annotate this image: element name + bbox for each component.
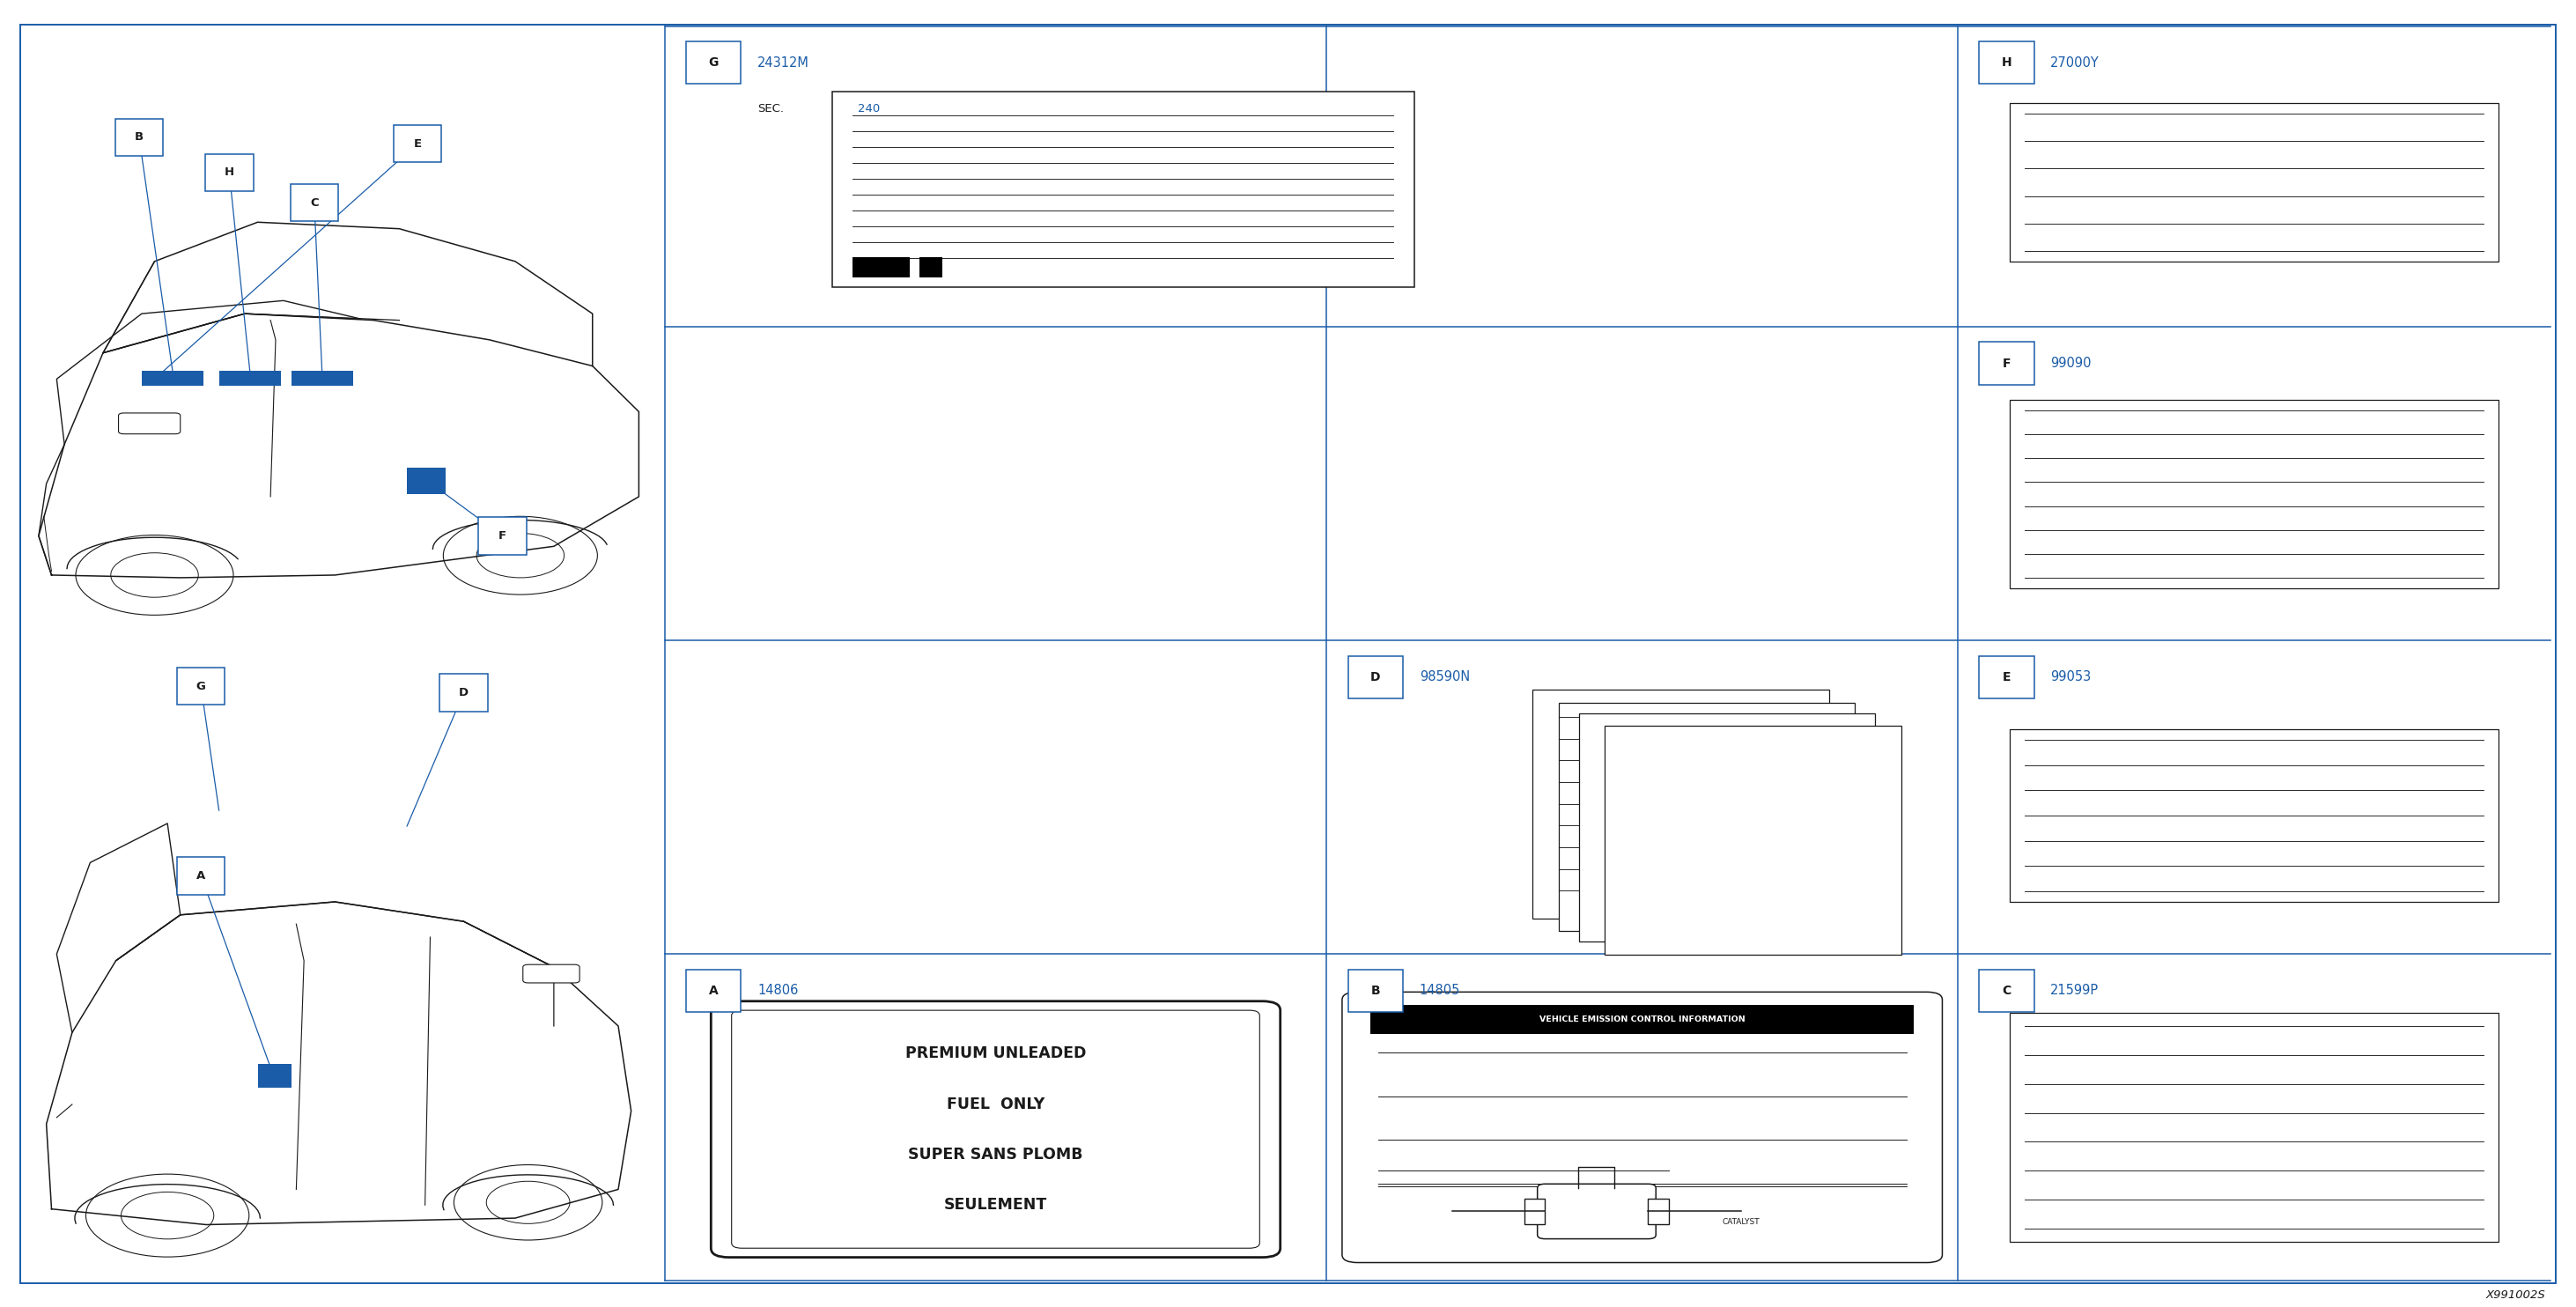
- Text: 240: 240: [858, 103, 881, 114]
- Bar: [1978, 342, 2035, 384]
- Text: 24312M: 24312M: [757, 56, 809, 69]
- Text: SEC.: SEC.: [757, 103, 783, 114]
- Bar: [685, 42, 742, 84]
- Text: 14806: 14806: [757, 984, 799, 997]
- Bar: [1525, 1199, 1546, 1225]
- Bar: [832, 91, 1414, 288]
- Bar: [394, 125, 440, 162]
- Bar: [2009, 1013, 2499, 1242]
- Bar: [219, 371, 281, 386]
- Bar: [2009, 729, 2499, 902]
- FancyBboxPatch shape: [711, 1001, 1280, 1257]
- Text: F: F: [497, 531, 507, 541]
- Text: FUEL  ONLY: FUEL ONLY: [945, 1097, 1046, 1112]
- Bar: [291, 184, 337, 221]
- Text: B: B: [1370, 984, 1381, 997]
- Text: D: D: [459, 687, 469, 698]
- Text: C: C: [309, 197, 319, 208]
- FancyBboxPatch shape: [118, 413, 180, 434]
- Text: 99053: 99053: [2050, 670, 2092, 684]
- Bar: [1370, 1005, 1914, 1034]
- Bar: [407, 468, 446, 494]
- Bar: [1533, 690, 1829, 919]
- Bar: [1558, 703, 1855, 931]
- Text: C: C: [2002, 984, 2012, 997]
- Text: 98590N: 98590N: [1419, 670, 1471, 684]
- Bar: [2009, 400, 2499, 588]
- Bar: [1649, 1199, 1669, 1225]
- Bar: [291, 371, 353, 386]
- Bar: [1978, 656, 2035, 698]
- Text: B: B: [134, 132, 144, 142]
- Text: 99090: 99090: [2050, 357, 2092, 370]
- FancyBboxPatch shape: [523, 965, 580, 983]
- Text: F: F: [2002, 357, 2012, 370]
- Text: A: A: [708, 984, 719, 997]
- Text: SUPER SANS PLOMB: SUPER SANS PLOMB: [909, 1146, 1082, 1162]
- Text: D: D: [1370, 670, 1381, 684]
- Text: H: H: [224, 167, 234, 178]
- Bar: [116, 119, 162, 156]
- Bar: [479, 518, 526, 554]
- FancyBboxPatch shape: [1342, 992, 1942, 1263]
- Bar: [853, 257, 909, 277]
- Text: X991002S: X991002S: [2486, 1289, 2545, 1300]
- Text: H: H: [2002, 56, 2012, 69]
- Text: A: A: [196, 870, 206, 881]
- Text: SEULEMENT: SEULEMENT: [943, 1197, 1048, 1213]
- Bar: [178, 668, 224, 704]
- Text: VEHICLE EMISSION CONTROL INFORMATION: VEHICLE EMISSION CONTROL INFORMATION: [1540, 1016, 1744, 1023]
- FancyBboxPatch shape: [1538, 1184, 1656, 1239]
- Text: G: G: [196, 681, 206, 691]
- Bar: [1605, 727, 1901, 955]
- Bar: [1978, 42, 2035, 84]
- Text: 21599P: 21599P: [2050, 984, 2099, 997]
- FancyBboxPatch shape: [732, 1010, 1260, 1248]
- Text: CATALYST: CATALYST: [1721, 1218, 1759, 1226]
- Bar: [920, 257, 943, 277]
- Text: 27000Y: 27000Y: [2050, 56, 2099, 69]
- Bar: [685, 970, 742, 1012]
- Bar: [258, 1064, 291, 1087]
- Text: PREMIUM UNLEADED: PREMIUM UNLEADED: [904, 1046, 1087, 1061]
- Bar: [206, 154, 252, 191]
- Text: 14805: 14805: [1419, 984, 1461, 997]
- Bar: [1347, 656, 1404, 698]
- Text: G: G: [708, 56, 719, 69]
- Text: E: E: [2002, 670, 2012, 684]
- Bar: [1347, 970, 1404, 1012]
- Bar: [142, 371, 204, 386]
- Text: E: E: [412, 139, 422, 149]
- Bar: [440, 674, 487, 711]
- Bar: [1978, 970, 2035, 1012]
- Bar: [178, 857, 224, 894]
- Bar: [2009, 103, 2499, 261]
- Bar: [1579, 714, 1875, 941]
